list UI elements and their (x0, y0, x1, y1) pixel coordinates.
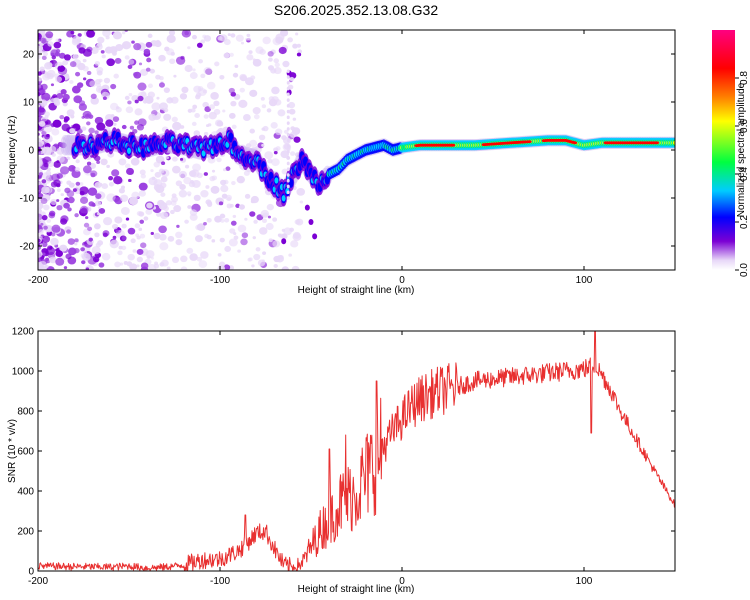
spectrogram-y-axis-label: Frequency (Hz) (7, 116, 18, 185)
colorbar-ticks: 0.0 0.2 0.4 0.6 0.8 (735, 71, 750, 277)
snr-series (38, 331, 675, 571)
snr-x-tick-label: 100 (576, 576, 593, 587)
snr-x-ticks: -200 -100 0 100 (28, 331, 593, 587)
snr-x-tick-label: -100 (210, 576, 230, 587)
snr-y-tick-label: 600 (17, 447, 34, 458)
snr-y-tick-label: 1200 (12, 327, 35, 338)
snr-panel: -200 -100 0 100 0 200 400 600 800 1000 1200 Heigh… (7, 327, 676, 595)
snr-y-tick-label: 800 (17, 407, 34, 418)
spectrogram-y-tick-label: 20 (23, 50, 35, 61)
snr-plot-area (38, 331, 675, 571)
spectrogram-x-ticks: -200 -100 0 100 (28, 30, 593, 286)
snr-x-tick-label: 0 (399, 576, 405, 587)
colorbar: 0.0 0.2 0.4 0.6 0.8 Normalized spectral ampl… (712, 30, 750, 277)
colorbar-tick-label: 0.4 (739, 167, 750, 181)
snr-line (38, 331, 675, 571)
spectrogram-heatmap (38, 30, 675, 270)
colorbar-gradient (712, 30, 735, 270)
spectrogram-y-tick-label: -20 (20, 242, 35, 253)
figure-title: S206.2025.352.13.08.G32 (274, 2, 438, 18)
snr-y-tick-label: 200 (17, 527, 34, 538)
colorbar-tick-label: 0.8 (739, 71, 750, 85)
snr-y-ticks: 0 200 400 600 800 1000 1200 (12, 327, 675, 578)
spectrogram-y-tick-label: -10 (20, 194, 35, 205)
snr-y-axis-label: SNR (10 * v/v) (7, 419, 18, 483)
colorbar-tick-label: 0.6 (739, 119, 750, 133)
snr-x-axis-label: Height of straight line (km) (298, 584, 415, 595)
snr-y-tick-label: 400 (17, 487, 34, 498)
spectrogram-y-tick-label: 10 (23, 98, 35, 109)
snr-y-tick-label: 0 (28, 567, 34, 578)
spectrogram-x-tick-label: 0 (399, 275, 405, 286)
spectrogram-y-ticks: 20 10 0 -10 -20 (20, 50, 675, 253)
spectrogram-x-axis-label: Height of straight line (km) (298, 285, 415, 296)
colorbar-tick-label: 0.0 (739, 263, 750, 277)
spectrogram-x-tick-label: -100 (210, 275, 230, 286)
spectrogram-x-tick-label: -200 (28, 275, 48, 286)
snr-y-tick-label: 1000 (12, 367, 35, 378)
colorbar-tick-label: 0.2 (739, 215, 750, 229)
snr-x-tick-label: -200 (28, 576, 48, 587)
colorbar-label: Normalized spectral amplitude (736, 82, 747, 217)
spectrogram-x-tick-label: 100 (576, 275, 593, 286)
spectrogram-y-tick-label: 0 (28, 146, 34, 157)
